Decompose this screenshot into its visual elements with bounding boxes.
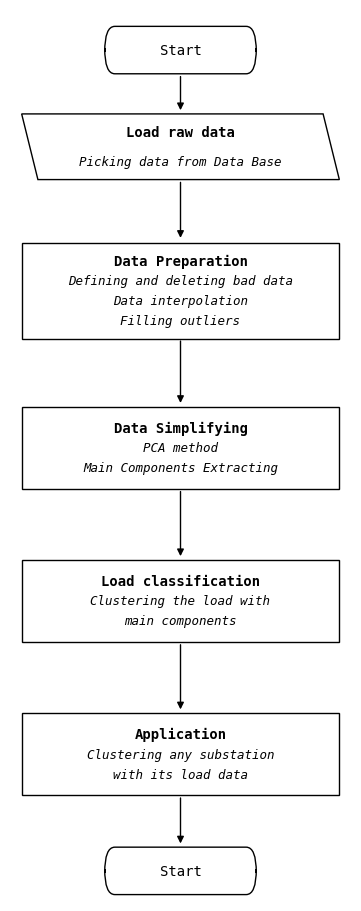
Text: with its load data: with its load data (113, 768, 248, 781)
Bar (22, 243, 339, 339)
Text: Load classification: Load classification (101, 574, 260, 589)
Bar (22, 713, 339, 795)
FancyBboxPatch shape (105, 27, 256, 75)
Text: Main Components Extracting: Main Components Extracting (83, 462, 278, 475)
Text: Data interpolation: Data interpolation (113, 295, 248, 308)
Text: Clustering the load with: Clustering the load with (91, 595, 270, 608)
Bar (22, 407, 339, 489)
Text: Clustering any substation: Clustering any substation (87, 748, 274, 761)
Polygon shape (22, 115, 339, 180)
Text: Data Simplifying: Data Simplifying (113, 421, 248, 435)
Text: Picking data from Data Base: Picking data from Data Base (79, 156, 282, 169)
FancyBboxPatch shape (105, 847, 256, 895)
Text: PCA method: PCA method (143, 442, 218, 455)
Text: Start: Start (160, 44, 201, 58)
Text: main components: main components (124, 615, 237, 628)
Text: Data Preparation: Data Preparation (113, 254, 248, 269)
Bar (22, 560, 339, 642)
Text: Application: Application (134, 727, 227, 742)
Text: Start: Start (160, 864, 201, 878)
Text: Defining and deleting bad data: Defining and deleting bad data (68, 275, 293, 288)
Text: Filling outliers: Filling outliers (121, 315, 240, 328)
Text: Load raw data: Load raw data (126, 126, 235, 140)
